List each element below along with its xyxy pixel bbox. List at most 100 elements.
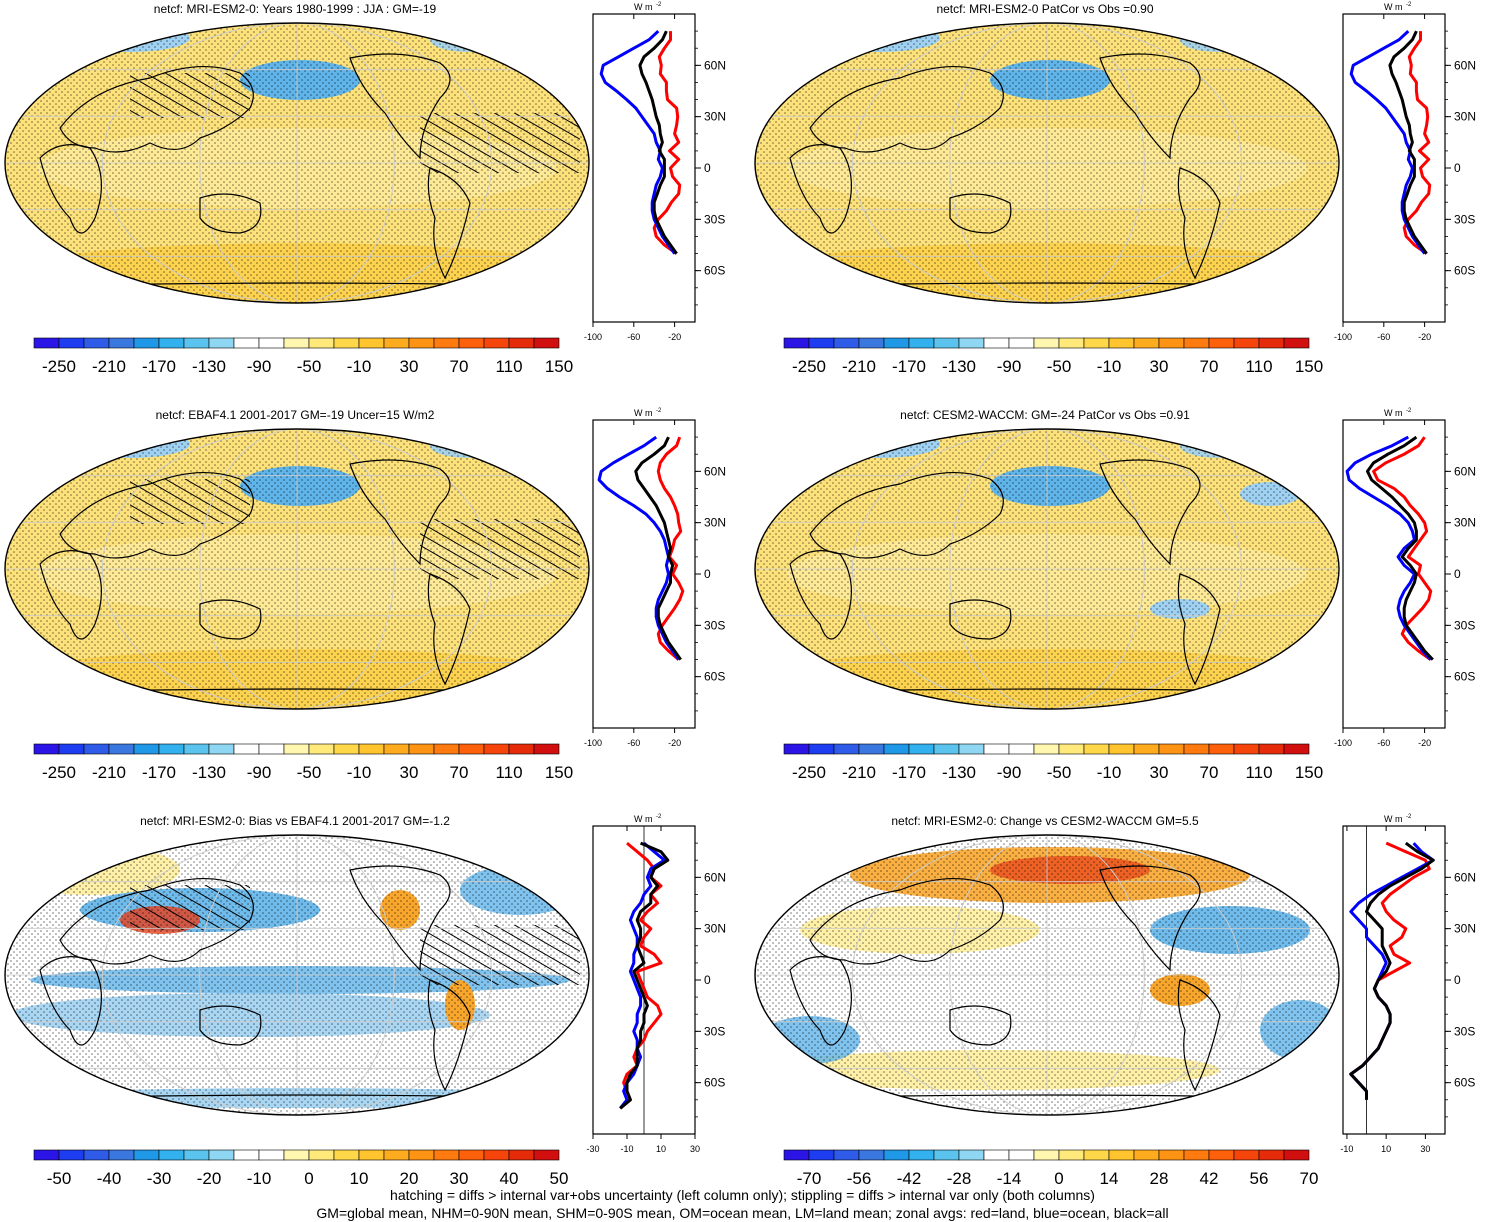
colorbar: -70 -56 -42 -28 -14 0 14 28 42 56 70 (783, 1149, 1319, 1188)
colorbar-swatch (158, 743, 185, 755)
colorbar-tick-label: 30 (1150, 357, 1169, 376)
colorbar-swatch (1233, 1149, 1260, 1161)
zonal-frame (592, 13, 696, 323)
zonal-ytick-label: 60N (704, 870, 726, 884)
zonal-frame (1342, 419, 1446, 729)
colorbar-tick-label: -90 (997, 763, 1022, 782)
zonal-unit-label: W m (1384, 2, 1403, 12)
zonal-ytick-label: 60N (1454, 58, 1476, 72)
colorbar-swatch (533, 743, 560, 755)
colorbar-tick-label: -42 (897, 1169, 922, 1188)
graticule-line (851, 23, 1243, 303)
zonal-average-plot: W m -2 60N 30N 0 30S 60S -30 -10 10 30 (586, 814, 726, 1154)
zonal-ytick-label: 30S (1454, 618, 1475, 632)
colorbar-swatch (1133, 337, 1160, 349)
zonal-ytick-label: 60N (1454, 870, 1476, 884)
colorbar-swatch (1008, 1149, 1035, 1161)
colorbar-swatch (908, 743, 935, 755)
colorbar-tick-label: -50 (297, 357, 322, 376)
colorbar: -250 -210 -170 -130 -90 -50 -10 30 70 110 150 (33, 337, 573, 376)
map-border (4, 22, 590, 304)
colorbar-tick-label: -50 (1047, 763, 1072, 782)
coastline (789, 956, 853, 1046)
footer-line-2: GM=global mean, NHM=0-90N mean, SHM=0-90… (316, 1205, 1169, 1221)
colorbar-tick-label: -70 (797, 1169, 822, 1188)
zonal-xtick-label: -10 (1340, 1144, 1353, 1154)
colorbar-swatch (1033, 337, 1060, 349)
world-map (4, 834, 590, 1116)
colorbar-swatch (833, 743, 860, 755)
colorbar-swatch (383, 743, 410, 755)
zonal-line (619, 841, 670, 1110)
zonal-line (1402, 31, 1432, 255)
colorbar-tick-label: -210 (92, 763, 126, 782)
zonal-ytick-label: 30S (704, 1024, 725, 1038)
map-border (754, 834, 1340, 1116)
zonal-ytick-label: 0 (704, 973, 711, 987)
colorbar-swatch (333, 337, 360, 349)
zonal-ytick-label: 30N (1454, 110, 1476, 124)
colorbar-swatch (533, 1149, 560, 1161)
zonal-unit-label: W m (1384, 814, 1403, 824)
zonal-xtick-label: -100 (584, 332, 602, 342)
coastline (39, 550, 103, 640)
hatching (130, 885, 250, 930)
colorbar-swatch (1008, 337, 1035, 349)
zonal-line (1388, 30, 1428, 255)
colorbar-tick-label: -14 (997, 1169, 1022, 1188)
zonal-xtick-label: -20 (1418, 332, 1431, 342)
colorbar-swatch (808, 1149, 835, 1161)
colorbar-swatch (1108, 743, 1135, 755)
colorbar-swatch (308, 743, 335, 755)
colorbar-swatch (408, 743, 435, 755)
colorbar-swatch (108, 337, 135, 349)
colorbar-tick-label: -210 (842, 357, 876, 376)
colorbar-swatch (958, 337, 985, 349)
zonal-xtick-label: -60 (627, 738, 640, 748)
zonal-average-plot: W m -2 60N 30N 0 30S 60S -100 -60 -20 (584, 408, 726, 748)
zonal-ytick-label: 0 (704, 161, 711, 175)
zonal-xtick-label: -20 (668, 738, 681, 748)
colorbar-swatch (108, 1149, 135, 1161)
zonal-average-plot: W m -2 60N 30N 0 30S 60S -100 -60 -20 (584, 2, 726, 342)
coastline (199, 599, 262, 640)
colorbar-tick-label: 70 (1300, 1169, 1319, 1188)
zonal-line (656, 436, 685, 661)
colorbar-tick-label: -170 (142, 763, 176, 782)
colorbar-tick-label: 0 (1054, 1169, 1063, 1188)
graticule-line (851, 429, 1243, 709)
colorbar-swatch (358, 337, 385, 349)
graticule-line (199, 835, 395, 1115)
hatching (130, 479, 250, 524)
world-map (754, 428, 1340, 710)
coastline (349, 53, 451, 160)
zonal-ytick-label: 0 (1454, 567, 1461, 581)
zonal-unit-label: W m (634, 408, 653, 418)
colorbar-swatch (1183, 743, 1210, 755)
zonal-xtick-label: -60 (1377, 332, 1390, 342)
colorbar-tick-label: -40 (97, 1169, 122, 1188)
coastline (949, 193, 1012, 234)
zonal-unit-superscript: -2 (656, 408, 662, 414)
zonal-xtick-label: -60 (1377, 738, 1390, 748)
graticule-line (199, 429, 395, 709)
colorbar-swatch (33, 337, 60, 349)
coastline (809, 878, 1004, 965)
colorbar-tick-label: -130 (942, 357, 976, 376)
colorbar-swatch (858, 337, 885, 349)
zonal-ytick-label: 30S (1454, 1024, 1475, 1038)
colorbar-swatch (1033, 743, 1060, 755)
zonal-line (1345, 435, 1432, 661)
coastline (1177, 573, 1221, 686)
colorbar: -50 -40 -30 -20 -10 0 10 20 30 40 50 (33, 1149, 568, 1188)
colorbar-swatch (1283, 1149, 1310, 1161)
zonal-ytick-label: 0 (1454, 973, 1461, 987)
colorbar-swatch (483, 337, 510, 349)
colorbar-tick-label: -250 (42, 763, 76, 782)
panel-6: netcf: MRI-ESM2-0: Change vs CESM2-WACCM… (750, 812, 1485, 1217)
coastline (39, 144, 103, 234)
colorbar-swatch (508, 1149, 535, 1161)
zonal-ytick-label: 60S (704, 670, 725, 684)
colorbar-tick-label: -130 (192, 763, 226, 782)
zonal-average-plot: W m -2 60N 30N 0 30S 60S -100 -60 -20 (1334, 2, 1476, 342)
